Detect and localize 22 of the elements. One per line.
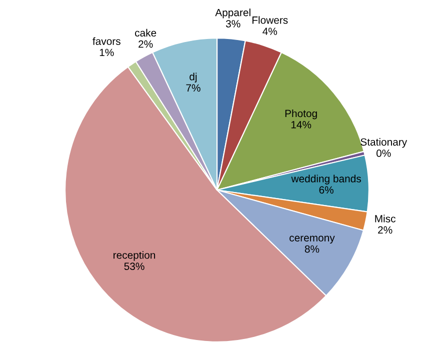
slice-label: Photog xyxy=(285,110,317,120)
data-label: 14% xyxy=(291,121,312,128)
slice-label: ceremony xyxy=(290,236,335,244)
data-label: 7% xyxy=(186,84,200,92)
data-label: 8% xyxy=(304,245,320,253)
data-label: 0% xyxy=(376,150,391,157)
data-label: 3% xyxy=(226,20,240,28)
data-label: 2% xyxy=(138,40,153,48)
data-label: 1% xyxy=(100,48,114,56)
slice-label: dj xyxy=(190,72,197,82)
slice-label: wedding bands xyxy=(291,174,361,184)
slice-label: reception xyxy=(114,251,156,261)
slice-label: Apparel xyxy=(215,8,250,18)
data-label: 6% xyxy=(319,186,334,194)
slice-label: Flowers xyxy=(252,16,288,24)
slice-label: favors xyxy=(92,37,120,45)
data-label: 2% xyxy=(378,226,392,234)
data-label: 4% xyxy=(262,28,278,35)
slice-label: cake xyxy=(135,28,156,37)
data-label: 53% xyxy=(124,262,144,270)
slice-label: Stationary xyxy=(360,138,408,148)
slice-label: Misc xyxy=(375,214,396,222)
